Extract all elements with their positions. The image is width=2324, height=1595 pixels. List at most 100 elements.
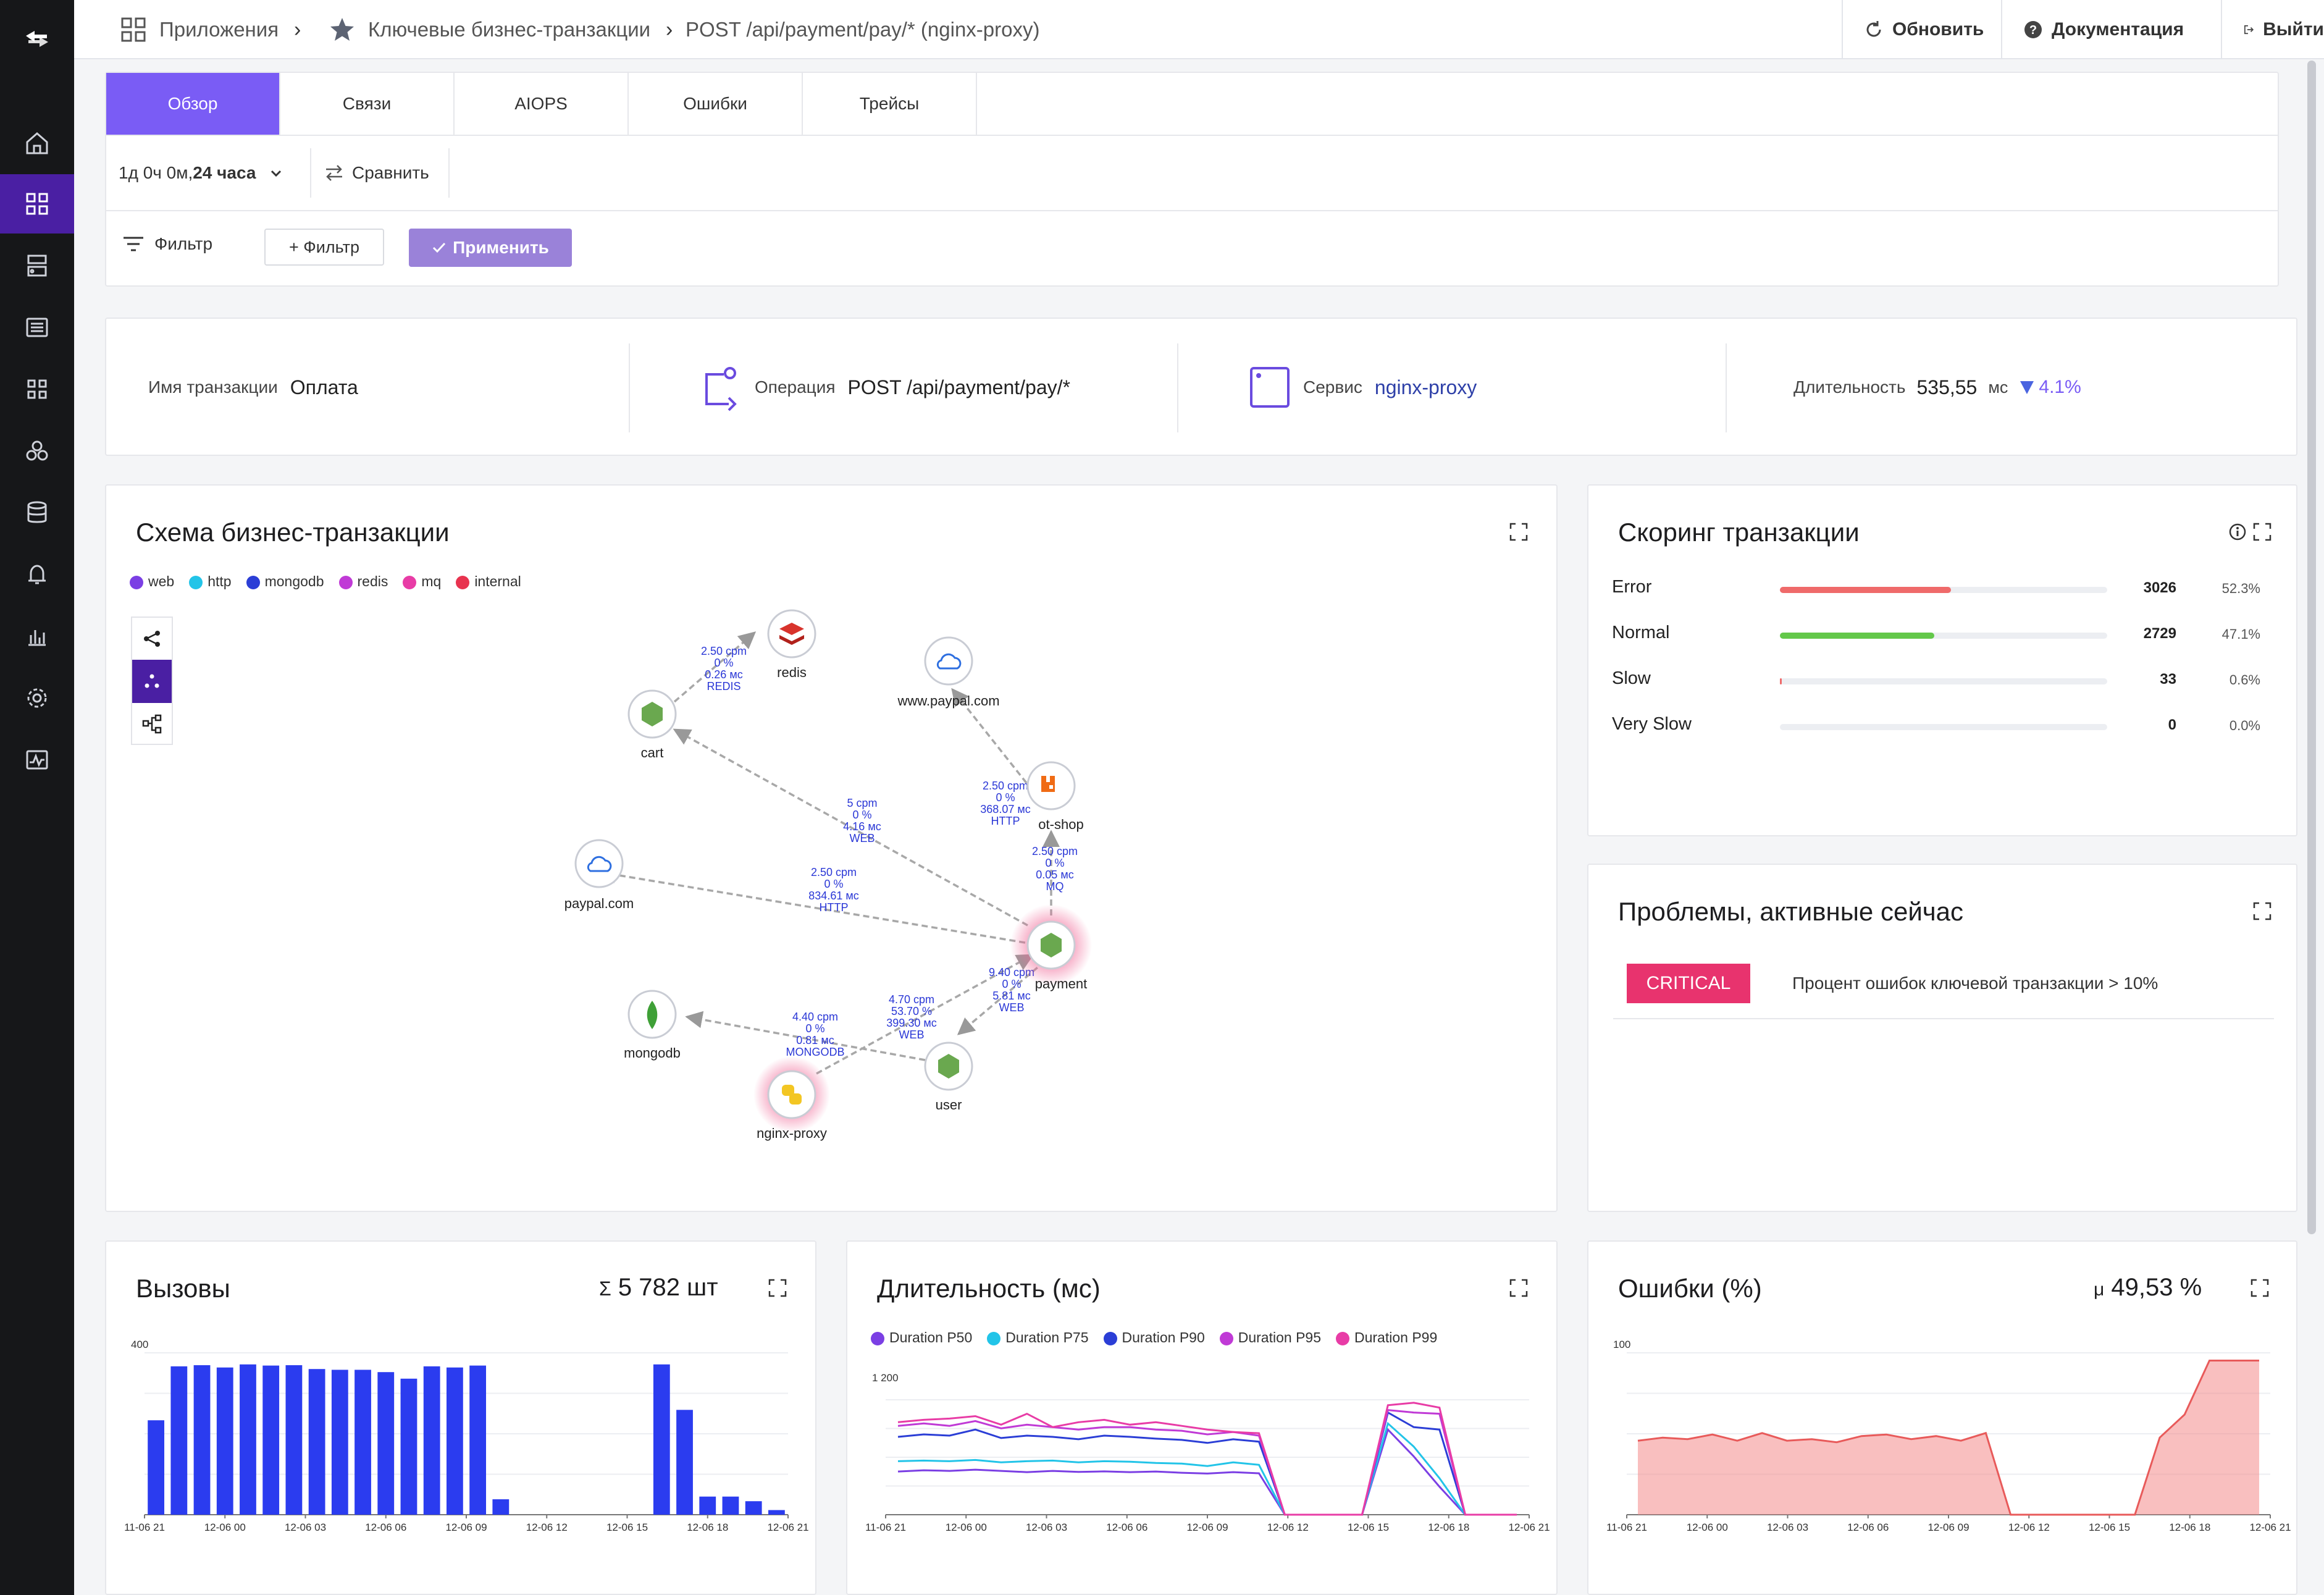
database-icon[interactable] bbox=[0, 483, 74, 542]
refresh-button[interactable]: Обновить bbox=[1842, 0, 2001, 59]
command-icon[interactable] bbox=[0, 360, 74, 419]
problem-text[interactable]: Процент ошибок ключевой транзакции > 10% bbox=[1792, 974, 2158, 993]
legend-item[interactable]: Duration P99 bbox=[1336, 1329, 1437, 1346]
x-tick-label: 12-06 00 bbox=[1687, 1521, 1728, 1533]
duration-chart: 1 200 11-06 21 12-06 00 12-06 03 12-06 06 12-… bbox=[865, 1372, 1550, 1533]
calls-bar[interactable] bbox=[469, 1365, 487, 1515]
calls-bar[interactable] bbox=[331, 1370, 348, 1515]
list-icon[interactable] bbox=[0, 298, 74, 357]
expand-icon[interactable] bbox=[2251, 1279, 2269, 1297]
calls-bar[interactable] bbox=[377, 1372, 395, 1515]
tab-overview[interactable]: Обзор bbox=[106, 73, 280, 135]
bell-icon[interactable] bbox=[0, 545, 74, 604]
x-tick-label: 11-06 21 bbox=[1606, 1521, 1647, 1533]
tree-layout-button[interactable] bbox=[132, 703, 172, 745]
x-tick-label: 12-06 12 bbox=[526, 1521, 568, 1533]
calls-bar[interactable] bbox=[768, 1510, 785, 1515]
duration-series-line[interactable] bbox=[897, 1408, 1517, 1516]
calls-bar[interactable] bbox=[216, 1367, 233, 1515]
calls-bar[interactable] bbox=[423, 1366, 440, 1515]
breadcrumb-key-transactions[interactable]: Ключевые бизнес-транзакции bbox=[368, 18, 651, 41]
tab-links[interactable]: Связи bbox=[280, 73, 455, 135]
node-payment[interactable]: payment bbox=[1010, 904, 1092, 991]
legend-item[interactable]: redis bbox=[338, 573, 388, 590]
legend-item[interactable]: Duration P75 bbox=[987, 1329, 1089, 1346]
expand-icon[interactable] bbox=[1509, 523, 1528, 541]
page-scrollbar[interactable] bbox=[2307, 61, 2316, 1234]
calls-total: Σ 5 782 шт bbox=[599, 1274, 718, 1302]
tab-traces[interactable]: Трейсы bbox=[803, 73, 977, 135]
logo-icon[interactable] bbox=[0, 9, 74, 68]
expand-icon[interactable] bbox=[2253, 902, 2272, 920]
calls-bar[interactable] bbox=[262, 1365, 280, 1515]
node-cart[interactable]: cart bbox=[627, 689, 677, 760]
settings-icon[interactable] bbox=[0, 668, 74, 728]
node-nginx[interactable]: nginx-proxy bbox=[753, 1056, 830, 1141]
legend-item[interactable]: mongodb bbox=[246, 573, 324, 590]
expand-icon[interactable] bbox=[768, 1279, 787, 1297]
duration-series-line[interactable] bbox=[897, 1411, 1517, 1516]
legend-item[interactable]: internal bbox=[456, 573, 521, 590]
calls-bar[interactable] bbox=[446, 1367, 463, 1515]
add-filter-button[interactable]: + Фильтр bbox=[264, 229, 384, 266]
legend-item[interactable]: Duration P90 bbox=[1103, 1329, 1205, 1346]
duration-series-line[interactable] bbox=[897, 1421, 1517, 1516]
calls-bar[interactable] bbox=[354, 1370, 371, 1515]
apps-icon[interactable] bbox=[0, 174, 74, 234]
score-label: Error bbox=[1612, 577, 1652, 597]
bar-chart-icon[interactable] bbox=[0, 607, 74, 666]
calls-bar[interactable] bbox=[653, 1364, 670, 1515]
calls-bar[interactable] bbox=[492, 1499, 510, 1515]
expand-icon[interactable] bbox=[1509, 1279, 1528, 1297]
calls-bar[interactable] bbox=[193, 1365, 211, 1515]
duration-series-line[interactable] bbox=[897, 1428, 1517, 1516]
logout-button[interactable]: Выйти bbox=[2221, 0, 2324, 59]
apply-button[interactable]: Применить bbox=[409, 229, 572, 267]
expand-icon[interactable] bbox=[2253, 523, 2272, 541]
service-value[interactable]: nginx-proxy bbox=[1374, 376, 1477, 398]
tab-aiops[interactable]: AIOPS bbox=[455, 73, 629, 135]
calls-bar[interactable] bbox=[745, 1501, 762, 1515]
servers-icon[interactable] bbox=[0, 236, 74, 295]
calls-title: Вызовы bbox=[136, 1274, 230, 1303]
clusters-icon[interactable] bbox=[0, 421, 74, 481]
calls-bar[interactable] bbox=[400, 1378, 417, 1515]
home-icon[interactable] bbox=[0, 114, 74, 173]
tab-errors[interactable]: Ошибки bbox=[629, 73, 803, 135]
legend-item[interactable]: web bbox=[130, 573, 174, 590]
legend-item[interactable]: Duration P95 bbox=[1219, 1329, 1321, 1346]
legend-swatch bbox=[403, 575, 417, 589]
calls-bar[interactable] bbox=[676, 1410, 693, 1515]
duration-series-line[interactable] bbox=[897, 1402, 1517, 1516]
calls-bar[interactable] bbox=[308, 1369, 325, 1515]
node-mongodb[interactable]: mongodb bbox=[624, 990, 681, 1061]
calls-bar[interactable] bbox=[722, 1496, 739, 1515]
time-range-select[interactable]: 1д 0ч 0м, 24 часа bbox=[119, 136, 283, 210]
calls-bar[interactable] bbox=[170, 1366, 188, 1515]
info-icon[interactable] bbox=[2228, 523, 2247, 541]
breadcrumb-apps[interactable]: Приложения bbox=[159, 18, 279, 41]
filter-toggle[interactable]: Фильтр bbox=[122, 222, 212, 266]
node-paypal-www[interactable]: www.paypal.com bbox=[897, 636, 1000, 709]
activity-icon[interactable] bbox=[0, 730, 74, 789]
calls-bar[interactable] bbox=[285, 1365, 303, 1515]
legend-item[interactable]: mq bbox=[403, 573, 441, 590]
sidebar bbox=[0, 0, 74, 1595]
node-paypal[interactable]: paypal.com bbox=[564, 839, 634, 911]
legend-item[interactable]: Duration P50 bbox=[871, 1329, 972, 1346]
documentation-button[interactable]: ? Документация bbox=[2001, 0, 2221, 59]
legend-item[interactable]: http bbox=[189, 573, 232, 590]
edge-metric-label: 0 % bbox=[852, 809, 871, 821]
node-user[interactable]: user bbox=[924, 1042, 973, 1113]
errors-area[interactable] bbox=[1638, 1360, 2259, 1515]
share-layout-button[interactable] bbox=[132, 618, 172, 660]
node-shop[interactable]: ot-shop bbox=[1026, 761, 1084, 832]
legend-label: Duration P90 bbox=[1122, 1329, 1205, 1345]
calls-bar[interactable] bbox=[148, 1420, 165, 1515]
calls-bar[interactable] bbox=[240, 1364, 256, 1515]
node-redis[interactable]: redis bbox=[767, 609, 816, 680]
x-tick-label: 12-06 03 bbox=[285, 1521, 326, 1533]
compare-button[interactable]: Сравнить bbox=[324, 136, 429, 210]
force-layout-button[interactable] bbox=[132, 660, 172, 703]
calls-bar[interactable] bbox=[699, 1496, 716, 1515]
